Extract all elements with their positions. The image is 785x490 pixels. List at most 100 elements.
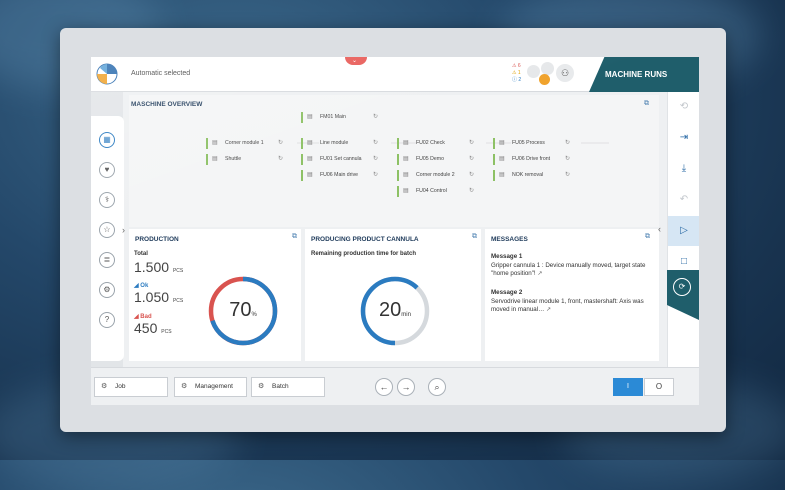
bad-flag-icon: ◢ xyxy=(134,314,139,320)
bad-number: 450 xyxy=(134,320,158,336)
cycle-mode-button[interactable]: ⟳ xyxy=(667,270,699,320)
alarm-counters[interactable]: ⚠ 6 ⚠ 1 ⓘ 2 xyxy=(512,63,521,84)
refresh-icon: ↻ xyxy=(277,156,283,162)
message-title: Message 2 xyxy=(491,289,523,296)
expand-icon[interactable]: ⧉ xyxy=(472,233,477,240)
user-login-icon[interactable]: ⚇ xyxy=(556,64,574,82)
remaining-time-gauge xyxy=(360,276,430,346)
ok-flag-icon: ◢ xyxy=(134,283,139,289)
search-icon[interactable]: ⌕ xyxy=(428,378,446,396)
arrow-right-icon[interactable]: → xyxy=(397,378,415,396)
module-icon: ▤ xyxy=(212,140,218,146)
module-icon: ▤ xyxy=(499,156,505,162)
refresh-icon: ↻ xyxy=(372,114,378,120)
top-bar: Automatic selected ⌄ ⚠ 6 ⚠ 1 ⓘ 2 ⚇ MACHI… xyxy=(91,57,699,92)
node-corner-module-2[interactable]: ▤ Corner module 2 ↻ xyxy=(397,170,477,181)
database-icon[interactable]: ≣ xyxy=(99,252,115,268)
power-off-toggle[interactable]: O xyxy=(644,378,674,396)
node-label: Corner module 2 xyxy=(416,172,455,178)
heartbeat-icon[interactable]: ♥ xyxy=(99,162,115,178)
node-fu05-demo[interactable]: ▤ FU05 Demo ↻ xyxy=(397,154,477,165)
batch-icon: ⚙ xyxy=(258,383,265,390)
remaining-time-label: 20min xyxy=(357,299,433,322)
undo-icon[interactable]: ↶ xyxy=(679,194,689,205)
module-icon: ▤ xyxy=(499,140,505,146)
message-text: Servodrive linear module 1, front, maste… xyxy=(491,297,644,314)
node-fu05-process[interactable]: ▤ FU05 Process ↻ xyxy=(493,138,573,149)
ok-unit: PCS xyxy=(172,298,184,304)
expand-icon[interactable]: ⧉ xyxy=(292,233,297,240)
node-line-module[interactable]: ▤ Line module ↻ xyxy=(301,138,381,149)
open-arrow-icon[interactable]: ↗ xyxy=(537,270,543,277)
message-item[interactable]: Message 1 Gripper cannula 1 : Device man… xyxy=(491,253,655,279)
node-corner-module-1[interactable]: ▤ Corner module 1 ↻ xyxy=(206,138,286,149)
messages-title: MESSAGES xyxy=(491,236,528,243)
node-label: Corner module 1 xyxy=(225,140,264,146)
node-fu04-control[interactable]: ▤ FU04 Control ↻ xyxy=(397,186,477,197)
node-fu02-check[interactable]: ▤ FU02 Check ↻ xyxy=(397,138,477,149)
node-label: Line module xyxy=(320,140,349,146)
pull-down-handle[interactable]: ⌄ xyxy=(345,57,367,65)
message-item[interactable]: Message 2 Servodrive linear module 1, fr… xyxy=(491,289,655,315)
refresh-icon: ↻ xyxy=(372,156,378,162)
chevron-right-icon[interactable]: › xyxy=(122,225,125,235)
node-fm01-main[interactable]: ▤ FM01 Main ↻ xyxy=(301,112,381,123)
favorites-star-icon[interactable]: ☆ xyxy=(99,222,115,238)
refresh-icon: ↻ xyxy=(372,140,378,146)
step-down-icon[interactable]: ⤓ xyxy=(681,163,687,174)
chevron-left-icon[interactable]: ‹ xyxy=(658,224,661,234)
machine-state-banner: MACHINE RUNS xyxy=(589,57,699,92)
ok-value: 1.050 PCS xyxy=(134,289,183,305)
status-light-1 xyxy=(527,65,540,78)
gauge-unit: % xyxy=(251,312,257,318)
production-gauge-arc xyxy=(208,276,278,346)
production-gauge-label: 70% xyxy=(205,299,281,322)
management-button[interactable]: ⚙ Management xyxy=(174,377,247,397)
expand-icon[interactable]: ⧉ xyxy=(644,100,649,107)
node-fu06-main-drive[interactable]: ▤ FU06 Main drive ↻ xyxy=(301,170,381,181)
message-text: Gripper cannula 1 : Device manually move… xyxy=(491,261,646,278)
messages-panel: MESSAGES ⧉ Message 1 Gripper cannula 1 :… xyxy=(485,229,659,361)
producing-product-panel: PRODUCING PRODUCT CANNULA ⧉ Remaining pr… xyxy=(305,229,481,361)
company-logo xyxy=(96,63,118,85)
management-icon: ⚙ xyxy=(181,383,188,390)
ok-text: Ok xyxy=(140,283,149,289)
settings-gear-icon[interactable]: ⚙ xyxy=(99,282,115,298)
hmi-screen: Automatic selected ⌄ ⚠ 6 ⚠ 1 ⓘ 2 ⚇ MACHI… xyxy=(91,57,699,405)
production-panel: PRODUCTION ⧉ Total 1.500 PCS ◢ Ok 1.050 … xyxy=(129,229,301,361)
start-play-icon[interactable]: ▷ xyxy=(668,216,699,246)
node-fu06-drive-front[interactable]: ▤ FU06 Drive front ↻ xyxy=(493,154,573,165)
node-nok-removal[interactable]: ▤ NOK removal ↻ xyxy=(493,170,573,181)
stop-icon[interactable]: □ xyxy=(680,256,688,267)
node-label: FU01 Set cannula xyxy=(320,156,362,162)
warning-icon: ⚠ xyxy=(512,70,517,76)
job-button[interactable]: ⚙ Job xyxy=(94,377,168,397)
bad-value: 450 PCS xyxy=(134,320,172,336)
node-shuttle[interactable]: ▤ Shuttle ↻ xyxy=(206,154,286,165)
expand-icon[interactable]: ⧉ xyxy=(645,233,650,240)
node-label: FU04 Control xyxy=(416,188,447,194)
power-on-toggle[interactable]: I xyxy=(613,378,643,396)
help-icon[interactable]: ? xyxy=(99,312,115,328)
management-label: Management xyxy=(195,383,233,390)
open-arrow-icon[interactable]: ↗ xyxy=(546,306,552,313)
side-navigation: ▦ ♥ ⚕ ☆ ≣ ⚙ ? xyxy=(91,116,124,361)
refresh-icon: ↻ xyxy=(372,172,378,178)
bad-text: Bad xyxy=(140,314,152,320)
node-fu01-set-cannula[interactable]: ▤ FU01 Set cannula ↻ xyxy=(301,154,381,165)
diagnostics-icon[interactable]: ⚕ xyxy=(99,192,115,208)
total-value: 1.500 PCS xyxy=(134,259,183,275)
mode-status: Automatic selected xyxy=(131,70,191,77)
batch-button[interactable]: ⚙ Batch xyxy=(251,377,325,397)
machine-overview-panel: MASCHINE OVERVIEW ⧉ ▤ FM01 Main ↻ ▤ Corner … xyxy=(129,95,659,227)
gauge-value: 70 xyxy=(229,299,252,321)
status-light-active xyxy=(539,74,550,85)
overview-icon[interactable]: ▦ xyxy=(99,132,115,148)
remaining-time-arc xyxy=(360,276,430,346)
producing-subtitle: Remaining production time for batch xyxy=(311,251,417,257)
step-end-icon[interactable]: ⇥ xyxy=(679,132,689,143)
arrow-left-icon[interactable]: ← xyxy=(375,378,393,396)
reset-icon[interactable]: ⟲ xyxy=(679,101,689,112)
ok-number: 1.050 xyxy=(134,289,170,305)
module-icon: ▤ xyxy=(307,156,313,162)
